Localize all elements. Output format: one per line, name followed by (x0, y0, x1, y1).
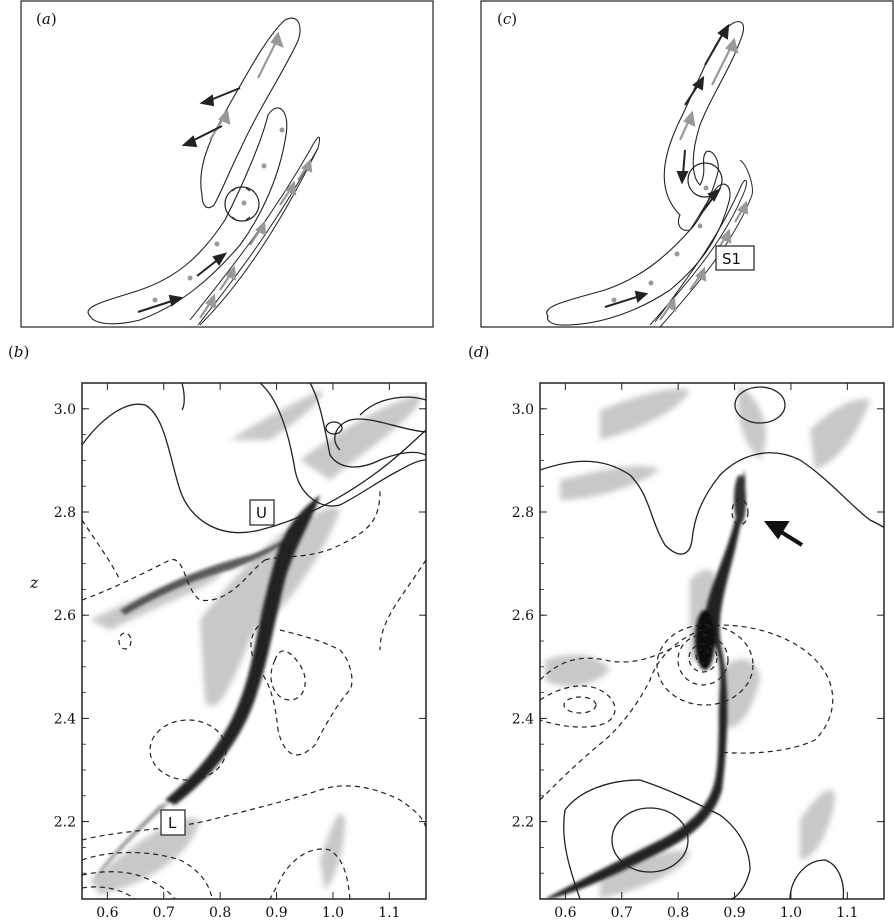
panel-b-z-tick-label: 2.4 (54, 711, 76, 727)
s1-label-box (715, 245, 755, 271)
panel-d-frame (539, 382, 885, 900)
panel-b-x-tick-label: 1.1 (378, 905, 400, 921)
dashed-contour-b6 (270, 650, 306, 701)
dashed-contour-d1 (731, 498, 749, 526)
panel-d-x-tick-label: 0.8 (667, 905, 689, 921)
l-label: L (168, 814, 177, 832)
panel-b-x-tick-label: 0.9 (265, 905, 287, 921)
dashed-contour-b12 (269, 848, 351, 899)
solid-contour-b1 (82, 403, 426, 534)
interaction-circle-c (687, 162, 723, 198)
wall-layer-c1 (649, 179, 747, 326)
solid-contour-d1 (540, 452, 884, 555)
dashed-contour-d9 (540, 644, 681, 681)
dashed-contour-d7 (540, 685, 616, 728)
dashed-contour-d5 (688, 643, 718, 673)
dashed-contour-b8 (82, 785, 426, 841)
dashed-contour-b3 (264, 489, 381, 561)
wall-layer-1 (189, 136, 321, 326)
panel-b-x-tick-label: 0.7 (153, 905, 175, 921)
panel-b-frame (81, 382, 427, 900)
panel-b-z-tick-label: 2.8 (54, 505, 76, 521)
panel-d-z-tick-label: 2.6 (512, 608, 534, 624)
solid-contour-b5 (334, 418, 426, 451)
panel-c-label: (c) (497, 10, 518, 28)
panel-d-axes: 0.60.70.80.91.01.13.02.82.62.42.2x (512, 382, 884, 923)
panel-d-x-tick-label: 0.6 (554, 905, 576, 921)
panel-b-z-tick-label: 2.2 (54, 815, 76, 831)
dashed-contour-b7 (149, 719, 227, 781)
dashed-contour-d3 (656, 624, 754, 706)
panel-b-axes: 0.60.70.80.91.01.13.02.82.62.42.2xz (29, 382, 426, 923)
panel-a-frame (20, 0, 434, 328)
dashed-contour-b10 (82, 871, 176, 899)
dashed-contour-d8 (563, 696, 597, 714)
panel-d-z-tick-label: 3.0 (512, 402, 534, 418)
panel-d-x-tick-label: 1.0 (780, 905, 802, 921)
dashed-contour-b11 (82, 886, 136, 899)
l-label-box (160, 809, 186, 836)
dashed-contour-b9 (82, 851, 213, 899)
panel-d-z-tick-label: 2.2 (512, 815, 534, 831)
dashed-contour-b1 (82, 559, 266, 601)
panel-d-z-tick-label: 2.8 (512, 505, 534, 521)
wall-layer-2 (197, 147, 319, 326)
dashed-contour-d4 (677, 634, 729, 686)
panel-b-z-axis-label: z (29, 573, 39, 592)
upper-sheet-outline (200, 17, 301, 209)
upper-sheet-outline-c (663, 21, 744, 231)
panel-a-label: (a) (36, 10, 57, 28)
panel-b-z-tick-label: 3.0 (54, 402, 76, 418)
panel-d-x-tick-label: 0.9 (723, 905, 745, 921)
dashed-contour-b5 (250, 619, 353, 756)
solid-contour-d4 (611, 807, 689, 873)
s1-label: S1 (722, 250, 741, 268)
solid-contour-d5 (789, 859, 845, 899)
interaction-circle (224, 186, 260, 222)
panel-b-x-tick-label: 0.8 (209, 905, 231, 921)
solid-contour-d2 (734, 386, 786, 424)
dashed-contour-d6 (695, 648, 711, 664)
pointer-arrow (763, 521, 804, 547)
panel-d-z-tick-label: 2.4 (512, 711, 534, 727)
panel-b-z-tick-label: 2.6 (54, 608, 76, 624)
panel-b-x-tick-label: 0.6 (96, 905, 118, 921)
panel-d-x-tick-label: 1.1 (836, 905, 858, 921)
panel-d-x-tick-label: 0.7 (611, 905, 633, 921)
panel-c-frame (480, 0, 894, 328)
lower-sheet-outline-c (546, 183, 731, 326)
solid-contour-b2 (259, 383, 426, 507)
solid-contour-b4 (359, 396, 426, 416)
dashed-contour-b4 (379, 559, 426, 651)
u-label: U (256, 504, 267, 522)
solid-contour-b3 (309, 383, 426, 468)
dashed-contour-d2 (540, 624, 834, 801)
solid-contour-d3 (563, 779, 751, 899)
wall-layer-c2 (659, 159, 753, 328)
lower-sheet-outline (87, 107, 288, 325)
panel-b-x-tick-label: 1.0 (322, 905, 344, 921)
panel-d-label: (d) (468, 343, 490, 361)
dashed-contour-b2 (82, 519, 121, 581)
u-label-box (249, 499, 275, 526)
panel-b-label: (b) (8, 343, 30, 361)
